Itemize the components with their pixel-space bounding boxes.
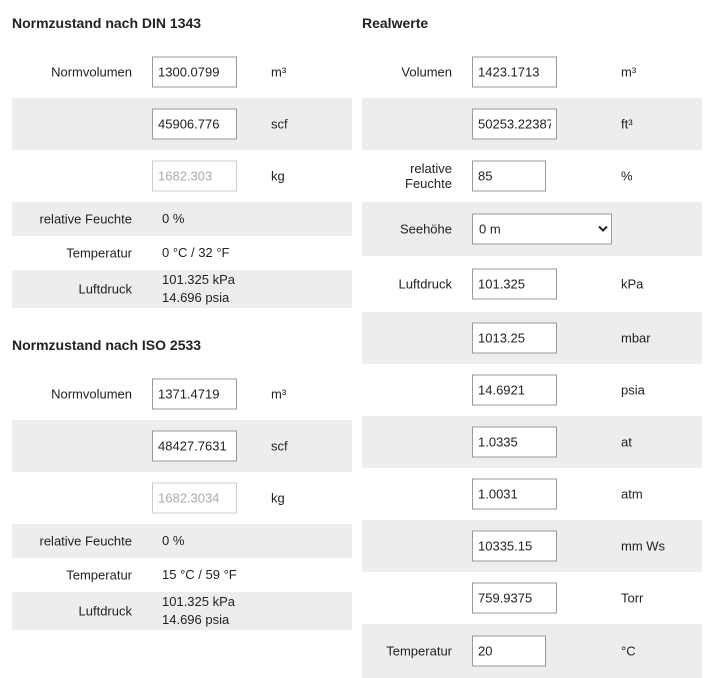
row: Luftdruck 101.325 kPa 14.696 psia — [12, 592, 352, 630]
label: Temperatur — [386, 643, 452, 659]
unit: Torr — [621, 590, 644, 606]
row: Temperatur 15 °C / 59 °F — [12, 558, 352, 592]
row: Normvolumen m³ — [12, 368, 352, 420]
row: relative Feuchte% — [362, 150, 702, 202]
label: Normvolumen — [51, 64, 132, 80]
value: 0 % — [162, 211, 185, 226]
input[interactable] — [472, 426, 557, 458]
row: Temperatur °C — [362, 624, 702, 678]
input[interactable] — [472, 322, 557, 354]
input — [152, 160, 237, 192]
row: at — [362, 416, 702, 468]
value-line: 101.325 kPa — [162, 272, 236, 287]
row: mbar — [362, 312, 702, 364]
unit: scf — [271, 438, 288, 454]
value-line: 14.696 psia — [162, 290, 230, 305]
unit: psia — [621, 382, 645, 398]
row: relative Feuchte 0 % — [12, 524, 352, 558]
input[interactable] — [472, 635, 546, 667]
label: Luftdruck — [398, 276, 452, 292]
input[interactable] — [152, 430, 237, 462]
row: psia — [362, 364, 702, 416]
input[interactable] — [472, 56, 557, 88]
unit: at — [621, 434, 632, 450]
input[interactable] — [472, 108, 557, 140]
unit: % — [621, 168, 633, 184]
value: 101.325 kPa 14.696 psia — [162, 271, 235, 307]
label: relative Feuchte — [405, 161, 452, 191]
input[interactable] — [152, 378, 237, 410]
label: Normvolumen — [51, 386, 132, 402]
label: relative Feuchte — [39, 211, 133, 227]
input[interactable] — [152, 56, 237, 88]
row: kg — [12, 150, 352, 202]
label: Seehöhe — [399, 221, 452, 237]
row: Luftdruck 101.325 kPa 14.696 psia — [12, 270, 352, 308]
value: 0 % — [162, 533, 185, 548]
row: Normvolumen m³ — [12, 46, 352, 98]
unit: atm — [621, 486, 643, 502]
unit: m³ — [621, 64, 637, 80]
unit: kg — [271, 490, 285, 506]
row: Seehöhe 0 m — [362, 202, 702, 256]
row: scf — [12, 98, 352, 150]
row: atm — [362, 468, 702, 520]
unit: m³ — [271, 64, 287, 80]
row: Luftdruck kPa — [362, 256, 702, 312]
unit: ft³ — [621, 116, 633, 132]
label: Luftdruck — [78, 603, 132, 619]
row: Torr — [362, 572, 702, 624]
section-title: Realwerte — [362, 15, 429, 31]
label: Temperatur — [66, 245, 132, 261]
unit: scf — [271, 116, 288, 132]
label: Luftdruck — [78, 281, 132, 297]
row: kg — [12, 472, 352, 524]
unit: mbar — [621, 330, 651, 346]
value: 101.325 kPa 14.696 psia — [162, 593, 235, 629]
row: Temperatur 0 °C / 32 °F — [12, 236, 352, 270]
input[interactable] — [152, 108, 237, 140]
row: relative Feuchte 0 % — [12, 202, 352, 236]
label: Volumen — [401, 64, 452, 80]
input[interactable] — [472, 582, 557, 614]
label: relative Feuchte — [39, 533, 133, 549]
row: ft³ — [362, 98, 702, 150]
value: 15 °C / 59 °F — [162, 567, 237, 582]
select[interactable]: 0 m — [472, 213, 612, 245]
unit: °C — [621, 643, 636, 659]
unit: kg — [271, 168, 285, 184]
label: Temperatur — [66, 567, 132, 583]
row: scf — [12, 420, 352, 472]
input[interactable] — [472, 478, 557, 510]
input — [152, 482, 237, 514]
value: 0 °C / 32 °F — [162, 245, 230, 260]
row: mm Ws — [362, 520, 702, 572]
input[interactable] — [472, 268, 557, 300]
row: Volumen m³ — [362, 46, 702, 98]
unit: kPa — [621, 276, 644, 292]
input[interactable] — [472, 530, 557, 562]
input[interactable] — [472, 374, 557, 406]
unit: m³ — [271, 386, 287, 402]
value-line: 14.696 psia — [162, 612, 230, 627]
value-line: 101.325 kPa — [162, 594, 236, 609]
unit: mm Ws — [621, 538, 666, 554]
section-title: Normzustand nach ISO 2533 — [12, 337, 202, 353]
section-title: Normzustand nach DIN 1343 — [12, 15, 202, 31]
input[interactable] — [472, 160, 546, 192]
